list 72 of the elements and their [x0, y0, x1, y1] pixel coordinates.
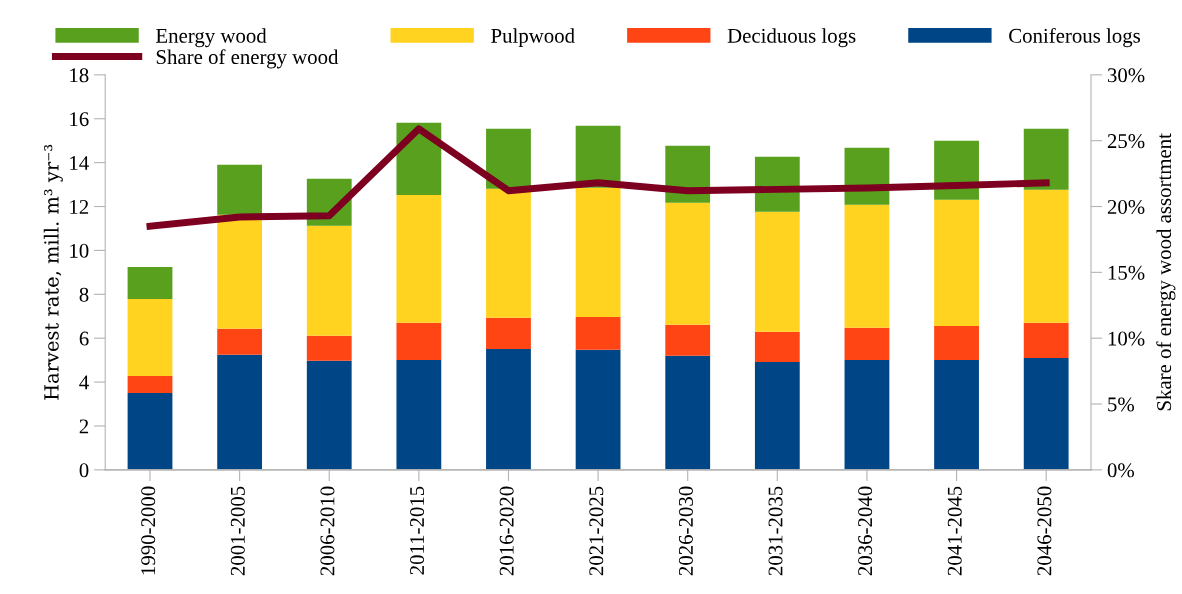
- bar: [1023, 357, 1069, 470]
- bar: [486, 317, 531, 349]
- y2-tick-label: 30%: [1107, 68, 1145, 83]
- bar: [127, 267, 173, 300]
- bar: [217, 328, 263, 355]
- bar: [127, 299, 173, 376]
- bar: [665, 355, 711, 470]
- bar: [217, 164, 263, 215]
- bar: [396, 359, 442, 470]
- y2-tick-label: 5%: [1108, 397, 1135, 412]
- y2-axis-title: Skare of energy wood assortment: [1156, 133, 1176, 411]
- bar: [844, 204, 890, 328]
- bar: [665, 324, 711, 356]
- bar: [396, 322, 442, 360]
- bar: [754, 361, 800, 470]
- y-tick-label: 14: [70, 156, 89, 170]
- y-tick-label: 12: [70, 199, 89, 214]
- bar: [575, 316, 621, 350]
- bar: [934, 199, 979, 326]
- bar: [754, 331, 800, 362]
- bar: [127, 393, 173, 470]
- legend-label: Deciduous logs: [727, 28, 856, 48]
- x-tick-label: 2026-2030: [678, 486, 693, 576]
- bar: [306, 360, 352, 470]
- bar: [486, 128, 531, 189]
- bar: [575, 349, 621, 470]
- x-tick-label: 2016-2020: [499, 486, 514, 576]
- y-tick-label: 0: [79, 463, 89, 478]
- bar: [1023, 322, 1069, 358]
- y-tick-label: 10: [70, 243, 89, 258]
- bar: [217, 354, 263, 470]
- y2-tick-label: 0%: [1107, 463, 1135, 478]
- x-tick-label: 2001-2005: [230, 486, 245, 576]
- bar: [575, 187, 621, 317]
- bar: [844, 327, 890, 360]
- x-tick-label: 2041-2045: [947, 486, 962, 576]
- y2-tick-label: 15%: [1108, 265, 1145, 280]
- x-tick-label: 2046-2050: [1037, 486, 1052, 576]
- bar: [306, 335, 352, 361]
- bar: [396, 194, 442, 323]
- x-tick-label: 2036-2040: [858, 486, 873, 576]
- legend-label: Pulpwood: [491, 28, 575, 48]
- bar: [127, 375, 173, 394]
- bar: [754, 211, 800, 332]
- y-axis-title: Harvest rate, mill. m³ yr⁻³: [43, 144, 63, 400]
- legend-label: Coniferous logs: [1009, 27, 1141, 48]
- bar: [934, 325, 979, 360]
- x-tick-label: 2031-2035: [768, 486, 783, 576]
- bar: [934, 359, 979, 470]
- bar: [306, 225, 352, 336]
- x-tick-label: 1990-2000: [141, 486, 156, 575]
- y-tick-label: 2: [79, 419, 89, 434]
- y2-tick-label: 10%: [1108, 331, 1145, 346]
- y-tick-label: 16: [70, 112, 89, 127]
- bar: [486, 348, 531, 470]
- y-tick-label: 6: [79, 331, 89, 346]
- y2-tick-label: 25%: [1107, 134, 1145, 149]
- x-tick-label: 2011-2015: [410, 486, 425, 575]
- y2-tick-label: 20%: [1107, 199, 1145, 215]
- x-tick-label: 2021-2025: [589, 486, 604, 576]
- bar: [217, 214, 263, 329]
- y-tick-label: 18: [70, 68, 89, 83]
- legend-label: Energy wood: [156, 28, 267, 48]
- bar: [844, 359, 890, 470]
- bar: [1023, 128, 1069, 190]
- bar: [486, 188, 531, 318]
- bar: [1023, 189, 1069, 323]
- y-tick-label: 4: [79, 375, 89, 390]
- x-tick-label: 2006-2010: [320, 486, 335, 576]
- y-tick-label: 8: [79, 287, 89, 302]
- legend-label: Share of energy wood: [156, 49, 339, 69]
- bar: [665, 202, 711, 325]
